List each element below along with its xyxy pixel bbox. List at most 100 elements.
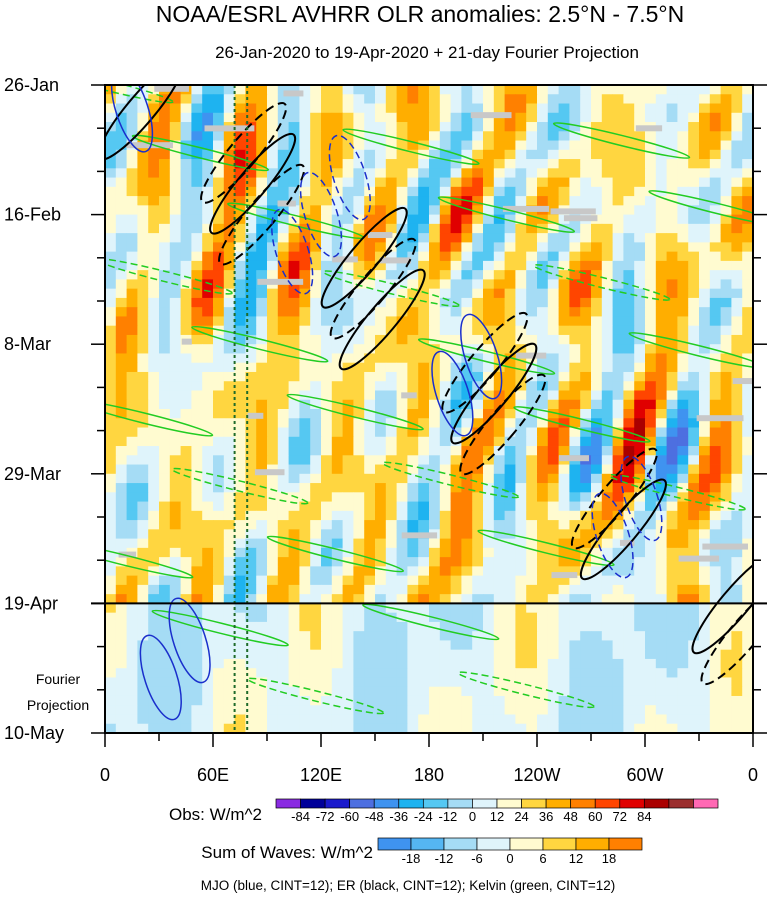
projection-cell: [623, 686, 635, 697]
obs-cell: [223, 344, 235, 354]
obs-cell: [342, 473, 354, 484]
projection-cell: [558, 695, 570, 706]
obs-cell: [569, 307, 581, 317]
obs-cell: [709, 140, 721, 151]
obs-cell: [364, 94, 376, 104]
obs-cell: [375, 483, 387, 493]
obs-cell: [731, 381, 743, 391]
projection-cell: [288, 649, 300, 660]
obs-cell: [342, 390, 354, 401]
obs-cell: [688, 288, 700, 299]
projection-cell: [159, 603, 171, 614]
projection-cell: [202, 705, 214, 715]
obs-cell: [126, 483, 138, 493]
projection-cell: [623, 658, 635, 669]
obs-cell: [450, 575, 462, 586]
obs-cell: [742, 196, 753, 206]
obs-cell: [418, 168, 430, 178]
obs-cell: [234, 501, 246, 512]
obs-cell: [375, 566, 387, 577]
obs-cell: [256, 251, 268, 262]
projection-cell: [169, 640, 181, 651]
obs-cell: [601, 223, 613, 234]
projection-cell: [526, 603, 538, 614]
obs-cell: [105, 279, 117, 290]
projection-cell: [439, 649, 451, 660]
obs-cell: [245, 140, 257, 151]
projection-cell: [213, 677, 225, 688]
obs-cell: [547, 436, 559, 447]
obs-cell: [407, 492, 419, 502]
projection-cell: [202, 631, 214, 641]
obs-cell: [493, 103, 505, 114]
projection-cell: [709, 668, 721, 678]
obs-cell: [418, 260, 430, 271]
projection-cell: [461, 658, 473, 669]
obs-cell: [731, 399, 743, 410]
obs-cell: [742, 381, 753, 391]
obs-cell: [731, 334, 743, 345]
obs-cell: [288, 501, 300, 512]
obs-cell: [223, 409, 235, 419]
obs-cell: [202, 510, 214, 521]
mjo-contour: [139, 634, 182, 721]
projection-cell: [267, 612, 279, 623]
obs-cell: [645, 390, 657, 401]
obs-cell: [310, 427, 322, 438]
obs-cell: [580, 140, 592, 151]
obs-cell: [645, 260, 657, 271]
projection-cell: [310, 668, 322, 678]
obs-cell: [526, 186, 538, 197]
obs-cell: [331, 307, 343, 317]
obs-cell: [645, 279, 657, 290]
obs-cell: [483, 186, 495, 197]
obs-cell: [234, 112, 246, 123]
obs-cell: [256, 418, 268, 428]
obs-cell: [472, 334, 484, 345]
obs-colorbar-tick-label: 48: [563, 809, 577, 824]
obs-cell: [731, 566, 743, 577]
obs-cell: [159, 584, 171, 595]
obs-cell: [115, 381, 127, 391]
obs-cell: [202, 334, 214, 345]
obs-cell: [699, 520, 711, 530]
x-axis: 0 60E 120E 180 120W 60W 0: [100, 733, 758, 785]
obs-cell: [709, 594, 721, 604]
obs-cell: [277, 168, 289, 178]
obs-cell: [655, 279, 667, 290]
obs-cell: [105, 316, 117, 327]
obs-cell: [655, 242, 667, 253]
obs-cell: [407, 260, 419, 271]
missing-data-cell: [367, 232, 393, 239]
obs-cell: [493, 594, 505, 604]
obs-cell: [472, 473, 484, 484]
obs-cell: [126, 288, 138, 299]
projection-cell: [148, 649, 160, 660]
obs-cell: [504, 149, 516, 160]
obs-cell: [547, 362, 559, 373]
obs-cell: [321, 85, 333, 95]
obs-cell: [213, 168, 225, 178]
obs-cell: [580, 547, 592, 558]
obs-cell: [137, 186, 149, 197]
obs-cell: [688, 566, 700, 577]
projection-cell: [655, 658, 667, 669]
projection-cell: [385, 686, 397, 697]
obs-cell: [191, 566, 203, 577]
obs-cell: [331, 112, 343, 123]
obs-cell: [623, 260, 635, 271]
obs-cell: [547, 223, 559, 234]
obs-cell: [418, 103, 430, 114]
obs-cell: [169, 557, 181, 567]
projection-cell: [601, 677, 613, 688]
obs-cell: [493, 464, 505, 475]
obs-cell: [526, 529, 538, 539]
obs-cell: [234, 381, 246, 391]
projection-cell: [666, 723, 678, 733]
obs-cell: [429, 242, 441, 253]
obs-cell: [709, 186, 721, 197]
projection-cell: [720, 658, 732, 669]
obs-cell: [720, 186, 732, 197]
obs-cell: [213, 103, 225, 114]
obs-cell: [504, 168, 516, 178]
